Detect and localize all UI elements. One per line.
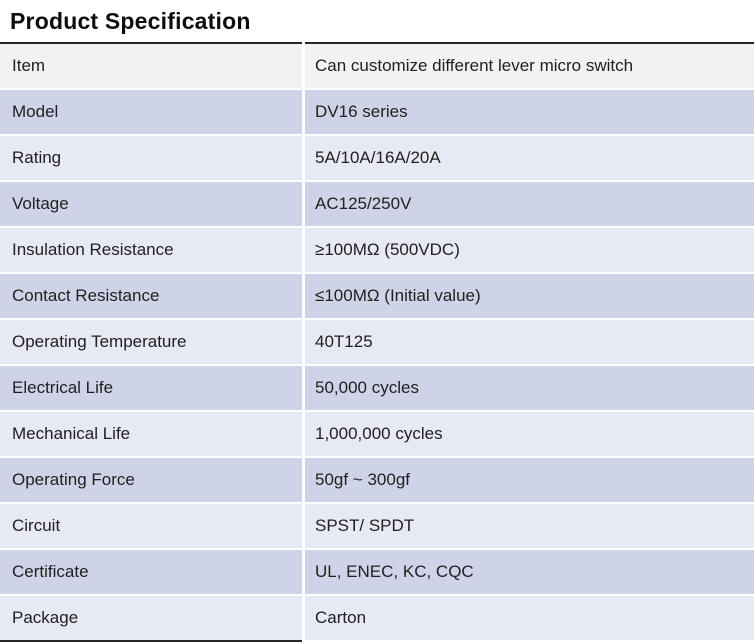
spec-label-cell: Operating Temperature xyxy=(0,320,302,364)
spec-rows: Item Can customize different lever micro… xyxy=(0,44,754,640)
table-row: Operating Temperature 40T125 xyxy=(0,320,754,364)
table-row: Certificate UL, ENEC, KC, CQC xyxy=(0,550,754,594)
spec-value-cell: SPST/ SPDT xyxy=(305,504,754,548)
spec-label-cell: Operating Force xyxy=(0,458,302,502)
column-divider xyxy=(302,274,305,318)
spec-value-cell: Carton xyxy=(305,596,754,640)
table-row: Rating 5A/10A/16A/20A xyxy=(0,136,754,180)
column-divider xyxy=(302,550,305,594)
spec-label-cell: Model xyxy=(0,90,302,134)
column-divider xyxy=(302,228,305,272)
spec-value-cell: 40T125 xyxy=(305,320,754,364)
spec-value-cell: 5A/10A/16A/20A xyxy=(305,136,754,180)
spec-label-cell: Voltage xyxy=(0,182,302,226)
table-row: Electrical Life 50,000 cycles xyxy=(0,366,754,410)
spec-label-cell: Insulation Resistance xyxy=(0,228,302,272)
spec-value-cell: DV16 series xyxy=(305,90,754,134)
spec-table: Item Can customize different lever micro… xyxy=(0,42,754,642)
table-bottom-border xyxy=(0,640,754,642)
spec-label-cell: Package xyxy=(0,596,302,640)
table-row: Package Carton xyxy=(0,596,754,640)
table-row: Circuit SPST/ SPDT xyxy=(0,504,754,548)
table-row: Contact Resistance ≤100MΩ (Initial value… xyxy=(0,274,754,318)
table-row: Model DV16 series xyxy=(0,90,754,134)
top-border-left-segment xyxy=(0,42,302,44)
spec-value-cell: 1,000,000 cycles xyxy=(305,412,754,456)
spec-value-cell: ≤100MΩ (Initial value) xyxy=(305,274,754,318)
spec-label-cell: Electrical Life xyxy=(0,366,302,410)
spec-label-cell: Certificate xyxy=(0,550,302,594)
table-row: Voltage AC125/250V xyxy=(0,182,754,226)
spec-value-cell: Can customize different lever micro swit… xyxy=(305,44,754,88)
spec-label-cell: Circuit xyxy=(0,504,302,548)
column-divider xyxy=(302,458,305,502)
spec-label-cell: Item xyxy=(0,44,302,88)
spec-label-cell: Rating xyxy=(0,136,302,180)
bottom-border-right-segment xyxy=(305,640,754,642)
column-divider xyxy=(302,136,305,180)
table-row: Mechanical Life 1,000,000 cycles xyxy=(0,412,754,456)
table-row: Item Can customize different lever micro… xyxy=(0,44,754,88)
column-divider xyxy=(302,44,305,88)
column-divider xyxy=(302,596,305,640)
column-divider xyxy=(302,504,305,548)
column-divider xyxy=(302,182,305,226)
table-top-border xyxy=(0,42,754,44)
page-title: Product Specification xyxy=(10,8,251,34)
spec-value-cell: 50gf ~ 300gf xyxy=(305,458,754,502)
spec-label-cell: Contact Resistance xyxy=(0,274,302,318)
top-border-right-segment xyxy=(305,42,754,44)
spec-label-cell: Mechanical Life xyxy=(0,412,302,456)
column-divider xyxy=(302,320,305,364)
bottom-border-left-segment xyxy=(0,640,302,642)
column-divider xyxy=(302,412,305,456)
bottom-border-gap xyxy=(302,640,305,642)
column-divider xyxy=(302,90,305,134)
table-row: Insulation Resistance ≥100MΩ (500VDC) xyxy=(0,228,754,272)
spec-value-cell: ≥100MΩ (500VDC) xyxy=(305,228,754,272)
table-row: Operating Force 50gf ~ 300gf xyxy=(0,458,754,502)
top-border-gap xyxy=(302,42,305,44)
spec-value-cell: 50,000 cycles xyxy=(305,366,754,410)
spec-value-cell: UL, ENEC, KC, CQC xyxy=(305,550,754,594)
spec-value-cell: AC125/250V xyxy=(305,182,754,226)
column-divider xyxy=(302,366,305,410)
